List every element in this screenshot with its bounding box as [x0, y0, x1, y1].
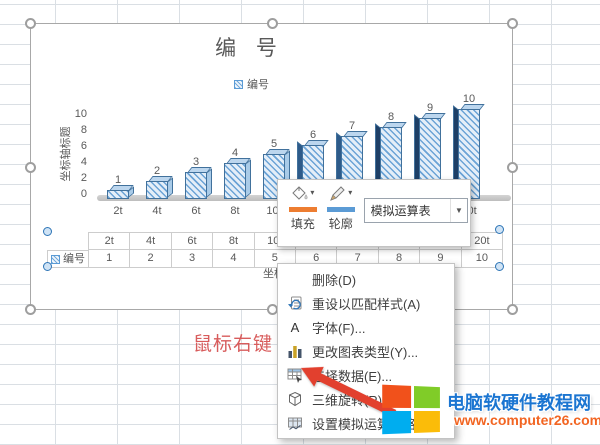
y-axis-tick-label: 8 — [80, 124, 87, 136]
bar-data-label: 2 — [153, 165, 161, 177]
x-axis-tick-label: 6t — [191, 205, 201, 217]
y-axis-tick-label: 0 — [80, 188, 87, 200]
outline-label: 轮廓 — [328, 217, 353, 231]
combobox-value: 模拟运算表 — [370, 204, 431, 218]
table-header-cell: 6t — [171, 232, 214, 250]
legend-key-icon — [234, 79, 243, 89]
y-axis-tick-label: 2 — [80, 172, 87, 184]
table-value-cell: 1 — [89, 250, 131, 268]
chevron-down-icon: ▾ — [310, 188, 315, 197]
bar — [224, 158, 251, 199]
fill-label: 填充 — [290, 217, 315, 231]
table-selection-handle[interactable] — [495, 225, 504, 234]
x-axis-tick-label: 2t — [113, 205, 123, 217]
y-axis-tick-label: 10 — [74, 108, 87, 120]
chart-elements-combobox[interactable]: 模拟运算表 ▼ — [363, 198, 468, 223]
bar — [107, 185, 134, 199]
bar — [146, 176, 173, 199]
watermark-site-url: www.computer26.com — [454, 412, 600, 428]
rotation-3d-icon — [283, 390, 307, 408]
bar-side-face — [245, 159, 251, 198]
select-data-icon — [283, 366, 307, 384]
legend-label: 编号 — [247, 79, 269, 91]
legend-key-icon — [51, 254, 60, 264]
resize-handle-top-right[interactable] — [507, 18, 518, 29]
table-header-cell: 4t — [130, 232, 172, 250]
bar-data-label: 10 — [462, 93, 476, 105]
outline-button[interactable]: ▾ 轮廓 — [322, 184, 360, 232]
y-axis-tick-label: 4 — [80, 156, 87, 168]
table-header-cell: 8t — [213, 232, 255, 250]
chart-title[interactable]: 编 号 — [215, 37, 284, 60]
windows-logo-icon — [382, 384, 442, 438]
table-value-cell: 10 — [461, 250, 504, 268]
table-header-cell: 2t — [89, 232, 131, 250]
table-row-label: 编号 — [47, 250, 89, 268]
x-axis-tick-label: 4t — [152, 205, 162, 217]
bar-data-label: 3 — [192, 156, 200, 168]
table-value-cell: 4 — [213, 250, 255, 268]
resize-handle-bottom-right[interactable] — [507, 304, 518, 315]
fill-swatch — [288, 207, 317, 212]
resize-handle-bottom-left[interactable] — [25, 304, 36, 315]
table-value-cell: 2 — [130, 250, 172, 268]
y-axis-tick-label: 6 — [80, 140, 87, 152]
bar-data-label: 4 — [231, 147, 239, 159]
reset-style-icon — [283, 294, 307, 312]
table-selection-handle[interactable] — [495, 262, 504, 271]
paint-bucket-icon — [291, 186, 309, 207]
fill-button[interactable]: ▾ 填充 — [284, 184, 322, 232]
table-selection-handle[interactable] — [43, 262, 52, 271]
chevron-down-icon: ▾ — [348, 188, 353, 197]
table-selection-handle[interactable] — [43, 227, 52, 236]
blank-icon — [283, 270, 307, 288]
chart-legend[interactable]: 编号 — [31, 76, 472, 92]
combobox-dropdown-icon[interactable]: ▼ — [449, 199, 467, 222]
menu-item-delete[interactable]: 删除(D) — [278, 267, 454, 291]
resize-handle-top-middle[interactable] — [267, 18, 278, 29]
logo-square-yellow — [414, 411, 440, 433]
resize-handle-middle-left[interactable] — [25, 162, 36, 173]
table-value-cell: 3 — [171, 250, 214, 268]
context-menu: 删除(D) 重设以匹配样式(A) A 字体(F)... 更改图表类型(Y) — [277, 263, 455, 439]
table-corner-cell — [47, 232, 89, 250]
menu-item-change-chart-type[interactable]: 更改图表类型(Y)... — [278, 339, 454, 363]
bar — [185, 167, 212, 199]
bar-data-label: 8 — [387, 111, 395, 123]
annotation-red-text: 鼠标右键 — [193, 334, 274, 355]
table-header-cell: 20t — [461, 232, 504, 250]
logo-square-orange — [382, 384, 412, 408]
x-axis-tick-label: 8t — [230, 205, 240, 217]
bar-data-label: 5 — [270, 138, 278, 150]
menu-item-reset-to-match-style[interactable]: 重设以匹配样式(A) — [278, 291, 454, 315]
format-datatable-icon — [283, 414, 307, 432]
resize-handle-middle-right[interactable] — [507, 162, 518, 173]
pencil-icon — [329, 186, 347, 207]
resize-handle-top-left[interactable] — [25, 18, 36, 29]
bar-data-label: 9 — [426, 102, 434, 114]
menu-item-font[interactable]: A 字体(F)... — [278, 315, 454, 339]
logo-square-blue — [382, 411, 412, 435]
mini-toolbar: ▾ 填充 ▾ 轮廓 模拟运算表 ▼ — [277, 179, 471, 247]
bar-data-label: 6 — [309, 129, 317, 141]
chart-type-icon — [283, 342, 307, 360]
outline-swatch — [326, 207, 355, 212]
bar-data-label: 7 — [348, 120, 356, 132]
font-icon: A — [290, 319, 300, 335]
logo-square-green — [414, 386, 440, 409]
watermark-site-name: 电脑软硬件教程网 — [447, 393, 591, 413]
bar-data-label: 1 — [114, 174, 122, 186]
